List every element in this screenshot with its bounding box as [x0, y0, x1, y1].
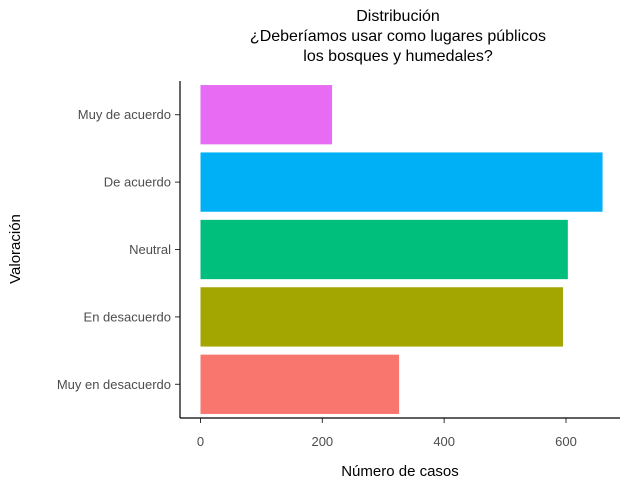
y-tick-label: Muy de acuerdo — [78, 107, 171, 122]
bar-muy-en-desacuerdo — [200, 354, 400, 414]
bar-muy-de-acuerdo — [200, 85, 333, 145]
x-tick-label: 0 — [197, 434, 204, 449]
bar-neutral — [200, 219, 568, 280]
x-tick-label: 400 — [433, 434, 455, 449]
chart-title: Distribución ¿Deberíamos usar como lugar… — [250, 8, 546, 65]
chart-title-line-3: los bosques y humedales? — [303, 48, 493, 65]
y-tick-label: De acuerdo — [104, 175, 171, 190]
x-axis-ticks: 0 200 400 600 — [197, 418, 577, 449]
x-tick-label: 200 — [311, 434, 333, 449]
y-tick-label: Muy en desacuerdo — [57, 377, 171, 392]
y-axis-title: Valoración — [7, 214, 24, 284]
x-axis-title: Número de casos — [341, 463, 459, 480]
bar-en-desacuerdo — [200, 287, 563, 347]
x-tick-label: 600 — [555, 434, 577, 449]
y-tick-label: Neutral — [129, 242, 171, 257]
chart-title-line-1: Distribución — [356, 8, 440, 25]
bars-layer — [200, 85, 603, 414]
chart-title-line-2: ¿Deberíamos usar como lugares públicos — [250, 28, 546, 45]
bar-de-acuerdo — [200, 152, 603, 212]
y-axis-ticks: Muy en desacuerdo En desacuerdo Neutral De … — [57, 107, 180, 392]
y-tick-label: En desacuerdo — [84, 309, 171, 324]
